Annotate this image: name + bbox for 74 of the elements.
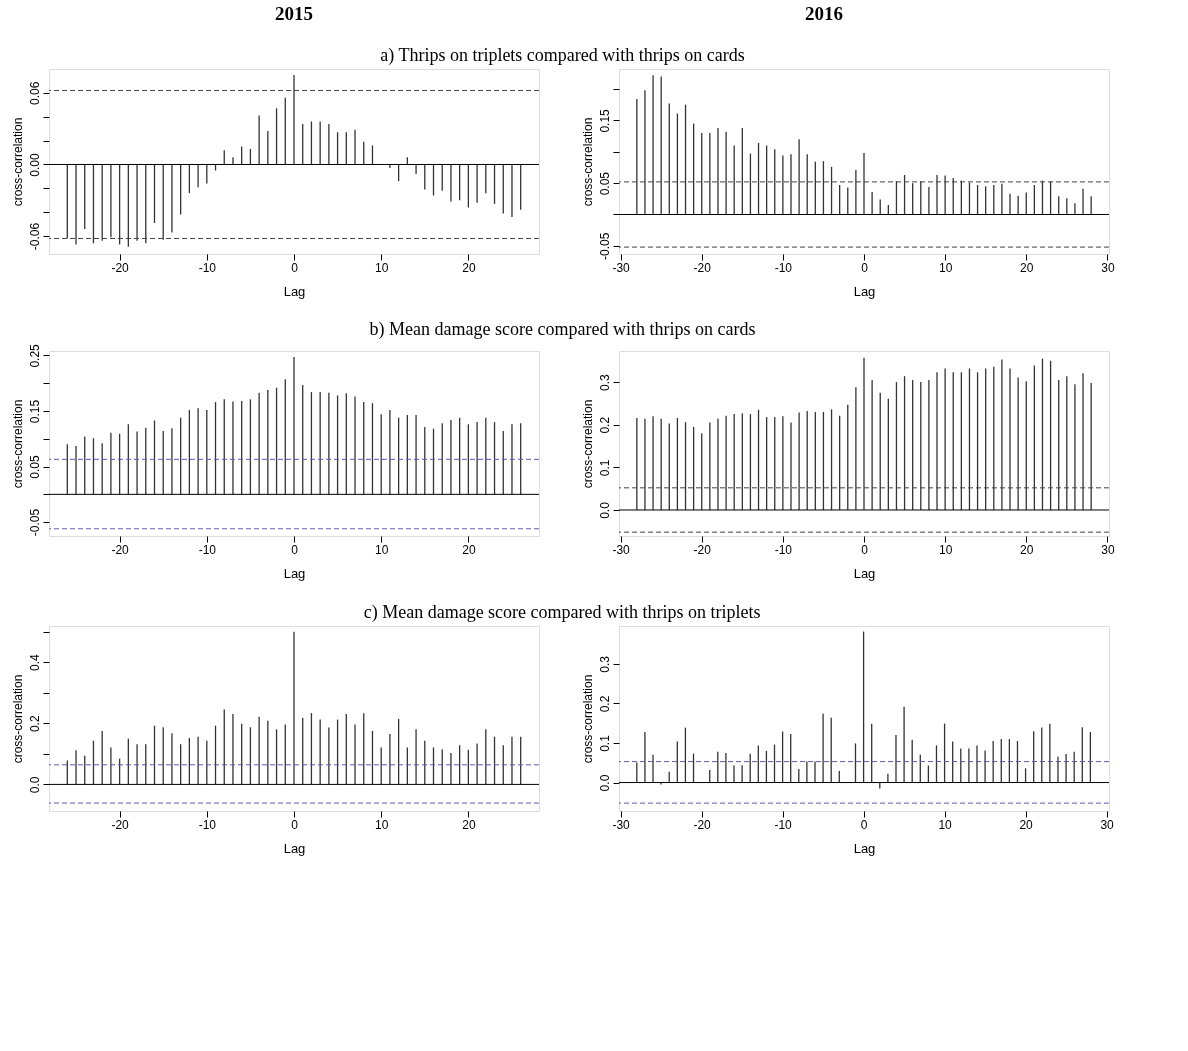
- x-tick-label: -10: [198, 260, 217, 275]
- x-tick-label: 10: [375, 817, 389, 832]
- y-tick-label: 0.00: [27, 152, 42, 177]
- x-tick-label: -10: [774, 542, 793, 557]
- x-tick-label: 0: [860, 817, 868, 832]
- x-axis-title: Lag: [283, 565, 306, 581]
- x-tick-label: 30: [1100, 817, 1115, 832]
- x-tick-label: 30: [1101, 260, 1115, 275]
- y-tick-label: 0.15: [27, 399, 42, 424]
- x-axis-title: Lag: [283, 840, 306, 856]
- text: 2016: [805, 3, 843, 24]
- y-tick-label: 0.06: [27, 81, 42, 106]
- y-axis-title: cross-correlation: [580, 399, 595, 489]
- y-axis-title: cross-correlation: [580, 674, 595, 764]
- x-tick-label: 10: [938, 260, 953, 275]
- x-tick-label: -30: [612, 817, 631, 832]
- x-tick-label: 20: [462, 817, 476, 832]
- y-tick-label: -0.06: [27, 222, 42, 251]
- x-tick-label: 20: [462, 260, 476, 275]
- x-tick-label: -20: [111, 542, 130, 557]
- y-tick-label: 0.2: [597, 416, 612, 434]
- x-axis-title: Lag: [853, 565, 876, 581]
- x-tick-label: 20: [1020, 542, 1034, 557]
- x-tick-label: -10: [774, 817, 793, 832]
- y-axis-title: cross-correlation: [10, 674, 25, 764]
- y-axis-title: cross-correlation: [10, 117, 25, 207]
- y-tick-label: 0.0: [597, 501, 612, 519]
- x-tick-label: 0: [861, 260, 869, 275]
- y-tick-label: 0.2: [597, 695, 612, 713]
- x-tick-label: -30: [612, 260, 631, 275]
- x-tick-label: -20: [693, 542, 712, 557]
- x-tick-label: -30: [612, 542, 631, 557]
- y-tick-label: 0.1: [597, 734, 612, 752]
- x-tick-label: 20: [462, 542, 476, 557]
- y-tick-label: 0.05: [597, 171, 612, 196]
- x-tick-label: 0: [861, 542, 869, 557]
- y-axis-title: cross-correlation: [10, 399, 25, 489]
- text: 2015: [275, 3, 313, 24]
- chart-title: c) Mean damage score compared with thrips on triplets: [363, 601, 761, 623]
- y-tick-label: 0.3: [597, 373, 612, 391]
- y-tick-label: -0.05: [27, 508, 42, 537]
- x-tick-label: 0: [291, 260, 299, 275]
- x-tick-label: 10: [375, 542, 389, 557]
- x-tick-label: 10: [938, 817, 953, 832]
- x-tick-label: 10: [375, 260, 389, 275]
- chart-title: a) Thrips on triplets compared with thrips on cards: [380, 44, 745, 66]
- y-tick-label: 0.05: [27, 455, 42, 479]
- y-tick-label: 0.2: [27, 715, 42, 733]
- x-tick-label: -10: [198, 817, 217, 832]
- x-tick-label: -10: [198, 542, 217, 557]
- x-axis-title: Lag: [283, 283, 306, 299]
- x-axis-title: Lag: [853, 283, 876, 299]
- x-tick-label: 0: [291, 542, 299, 557]
- x-axis-title: Lag: [853, 840, 876, 856]
- y-tick-label: 0.0: [597, 774, 612, 792]
- y-tick-label: 0.1: [597, 459, 612, 477]
- chart-title: b) Mean damage score compared with thrips on cards: [369, 319, 756, 341]
- y-tick-label: 0.3: [597, 655, 612, 673]
- x-tick-label: -10: [774, 260, 793, 275]
- x-tick-label: 10: [938, 542, 953, 557]
- x-tick-label: 20: [1019, 817, 1034, 832]
- y-tick-label: -0.05: [597, 232, 612, 261]
- x-tick-label: 0: [291, 817, 299, 832]
- x-tick-label: 30: [1101, 542, 1115, 557]
- x-tick-label: -20: [111, 817, 130, 832]
- x-tick-label: -20: [693, 260, 712, 275]
- x-tick-label: -20: [111, 260, 130, 275]
- y-tick-label: 0.4: [27, 653, 42, 671]
- y-tick-label: 0.25: [27, 343, 42, 368]
- y-tick-label: 0.0: [27, 776, 42, 794]
- y-tick-label: 0.15: [597, 108, 612, 133]
- x-tick-label: 20: [1020, 260, 1034, 275]
- y-axis-title: cross-correlation: [580, 117, 595, 207]
- x-tick-label: -20: [693, 817, 712, 832]
